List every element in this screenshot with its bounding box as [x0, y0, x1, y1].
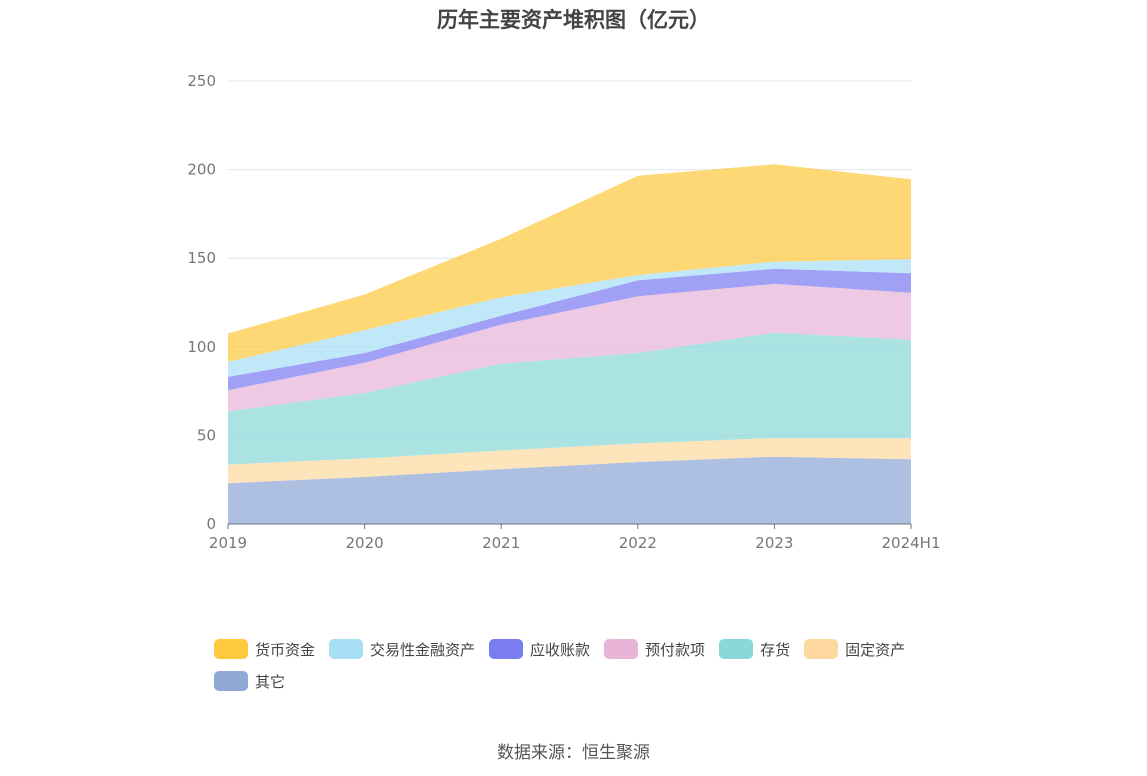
legend-item[interactable]: 存货 — [719, 638, 790, 660]
legend-label: 其它 — [255, 672, 286, 691]
y-tick-label: 200 — [187, 161, 216, 179]
x-tick-label: 2019 — [209, 534, 247, 552]
legend-swatch — [214, 671, 248, 691]
legend-item[interactable]: 货币资金 — [214, 638, 315, 660]
legend-label: 交易性金融资产 — [370, 640, 476, 659]
legend-swatch — [214, 639, 248, 659]
x-tick-label: 2020 — [346, 534, 384, 552]
area-series-应收账款[interactable] — [228, 268, 911, 391]
y-tick-label: 50 — [197, 426, 216, 444]
area-series-其它[interactable] — [228, 456, 911, 524]
legend-label: 存货 — [760, 640, 791, 659]
legend: 货币资金 交易性金融资产 应收账款 预付款项 存货 固定资产其它 — [214, 638, 974, 702]
legend-swatch — [329, 639, 364, 659]
legend-label: 货币资金 — [255, 640, 316, 659]
chart-title: 历年主要资产堆积图（亿元） — [437, 8, 710, 32]
legend-item[interactable]: 固定资产 — [804, 638, 905, 660]
legend-item[interactable]: 其它 — [214, 670, 285, 692]
y-tick-label: 0 — [206, 515, 216, 533]
legend-item[interactable]: 应收账款 — [489, 638, 590, 660]
legend-label: 固定资产 — [845, 640, 906, 659]
area-series — [228, 164, 911, 524]
legend-label: 应收账款 — [530, 640, 591, 659]
area-series-预付款项[interactable] — [228, 283, 911, 412]
x-tick-label: 2023 — [755, 534, 793, 552]
legend-item[interactable]: 预付款项 — [604, 638, 705, 660]
x-tick-label: 2021 — [482, 534, 520, 552]
legend-swatch — [489, 639, 524, 659]
y-tick-label: 100 — [187, 338, 216, 356]
axes: 0 50 100 150 200 250 2019 2020 2021 2022 2023 2024H… — [187, 72, 940, 552]
source-note: 数据来源：恒生聚源 — [497, 743, 650, 763]
x-tick-label: 2024H1 — [882, 534, 941, 552]
area-series-存货[interactable] — [228, 332, 911, 465]
legend-swatch — [604, 639, 639, 659]
area-series-货币资金[interactable] — [228, 164, 911, 362]
area-series-固定资产[interactable] — [228, 438, 911, 484]
y-tick-label: 250 — [187, 72, 216, 90]
legend-label: 预付款项 — [645, 640, 706, 659]
legend-item[interactable]: 交易性金融资产 — [329, 638, 475, 660]
y-tick-label: 150 — [187, 249, 216, 267]
area-series-交易性金融资产[interactable] — [228, 259, 911, 377]
legend-swatch — [804, 639, 839, 659]
legend-swatch — [719, 639, 754, 659]
x-tick-label: 2022 — [619, 534, 657, 552]
